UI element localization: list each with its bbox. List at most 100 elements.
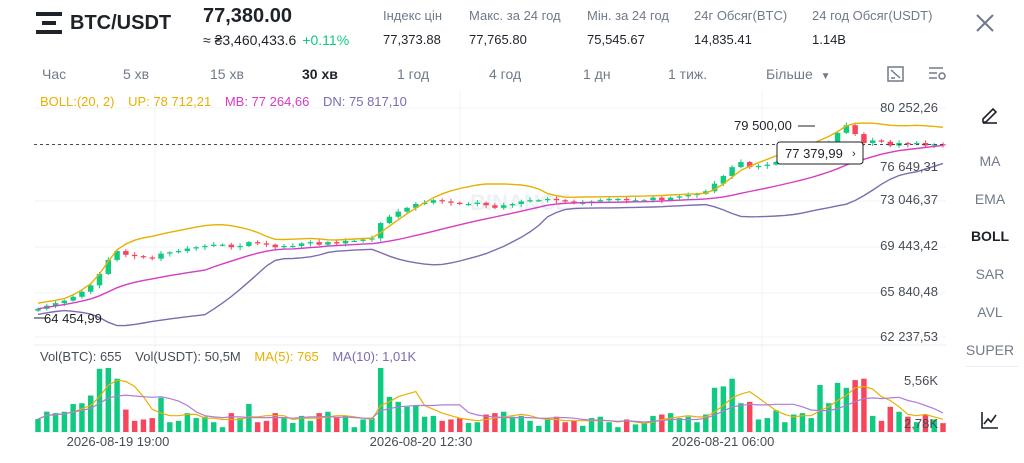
close-icon[interactable] [974, 12, 996, 34]
candle[interactable] [70, 294, 76, 302]
candle[interactable] [386, 214, 393, 225]
candle[interactable] [500, 202, 507, 210]
candle[interactable] [773, 160, 779, 166]
candle[interactable] [861, 132, 867, 146]
candle[interactable] [536, 199, 542, 202]
candle[interactable] [254, 240, 261, 246]
indicator-avl[interactable]: AVL [977, 304, 1003, 320]
candle[interactable] [544, 197, 551, 203]
tab-5m[interactable]: 5 хв [123, 66, 150, 82]
candle[interactable] [237, 243, 243, 251]
candle[interactable] [123, 249, 129, 258]
pair-title[interactable]: BTC/USDT [70, 12, 172, 34]
volume-bar [167, 422, 173, 432]
candle[interactable] [369, 235, 375, 243]
candle[interactable] [140, 254, 147, 259]
candle[interactable] [281, 244, 287, 249]
tab-1w[interactable]: 1 тиж. [668, 66, 708, 82]
candle[interactable] [755, 163, 762, 170]
candle[interactable] [527, 197, 533, 203]
candle[interactable] [562, 199, 568, 203]
candle[interactable] [439, 198, 445, 204]
indicator-super[interactable]: SUPER [965, 342, 1015, 358]
menu-logo-icon[interactable] [36, 12, 62, 34]
candle[interactable] [228, 242, 235, 250]
candle[interactable] [509, 202, 516, 208]
candle[interactable] [87, 284, 94, 295]
candle[interactable] [764, 161, 770, 169]
candle[interactable] [474, 200, 481, 207]
candle[interactable] [290, 243, 296, 248]
candle[interactable] [404, 206, 410, 215]
candle[interactable] [843, 122, 850, 134]
candle[interactable] [430, 199, 437, 205]
indicator-boll[interactable]: BOLL [970, 228, 1010, 244]
indicator-ma[interactable]: MA [979, 153, 1001, 169]
draw-pencil-icon[interactable] [980, 104, 1000, 124]
candle[interactable] [167, 251, 173, 257]
candle[interactable] [465, 202, 472, 206]
candle[interactable] [869, 137, 876, 147]
candle[interactable] [615, 197, 621, 202]
current-price-tag[interactable] [776, 141, 864, 165]
candle[interactable] [659, 194, 665, 204]
volume-bar [114, 378, 120, 432]
tab-4h[interactable]: 4 год [489, 66, 522, 82]
candle[interactable] [685, 192, 691, 199]
candle[interactable] [492, 203, 498, 209]
candle[interactable] [483, 201, 489, 209]
tab-30m[interactable]: 30 хв [302, 66, 338, 82]
candle[interactable] [518, 199, 524, 208]
stat-vol-btc: 24г Обсяг(BTC) 14,835.41 [694, 8, 787, 47]
chart-line-icon[interactable] [980, 410, 1000, 430]
chart-settings-icon[interactable] [886, 64, 906, 84]
candle[interactable] [158, 250, 164, 262]
candle[interactable] [52, 300, 59, 309]
candle[interactable] [571, 199, 577, 205]
candle[interactable] [632, 197, 639, 202]
candle[interactable] [131, 252, 138, 260]
candle[interactable] [738, 159, 744, 169]
candle[interactable] [711, 180, 718, 194]
candle[interactable] [878, 139, 885, 143]
indicator-sar[interactable]: SAR [975, 266, 1005, 282]
volume-bar [316, 413, 322, 432]
candle[interactable] [553, 196, 560, 204]
tab-15m[interactable]: 15 хв [210, 66, 244, 82]
candle[interactable] [263, 240, 270, 248]
candle[interactable] [219, 243, 226, 247]
candle[interactable] [852, 124, 858, 136]
candle[interactable] [351, 239, 358, 243]
candle[interactable] [413, 202, 419, 211]
candle[interactable] [114, 249, 120, 262]
volume-bar [905, 416, 911, 432]
candle[interactable] [175, 249, 182, 254]
candle[interactable] [211, 242, 217, 248]
candle[interactable] [193, 246, 199, 251]
candle[interactable] [149, 255, 155, 261]
volume-bar [940, 423, 946, 432]
indicator-ema[interactable]: EMA [974, 191, 1006, 207]
candle[interactable] [395, 208, 401, 219]
candle[interactable] [202, 244, 208, 251]
candle[interactable] [887, 139, 894, 148]
tab-1d[interactable]: 1 дн [583, 66, 611, 82]
candle[interactable] [307, 240, 314, 247]
candle[interactable] [448, 198, 454, 206]
candle[interactable] [457, 201, 463, 206]
indicator-settings-icon[interactable] [927, 64, 947, 84]
candle[interactable] [184, 245, 191, 253]
candle[interactable] [746, 160, 753, 169]
tab-1h[interactable]: 1 год [397, 66, 430, 82]
more-dropdown[interactable]: Більше ▼ [766, 66, 831, 82]
candle[interactable] [905, 141, 911, 148]
volume-bar [158, 397, 164, 432]
candle[interactable] [79, 289, 85, 299]
candle[interactable] [246, 240, 252, 248]
candle[interactable] [298, 242, 305, 249]
candle[interactable] [922, 140, 929, 148]
candle[interactable] [334, 240, 340, 246]
tab-time[interactable]: Час [42, 66, 67, 82]
candle[interactable] [316, 239, 322, 246]
